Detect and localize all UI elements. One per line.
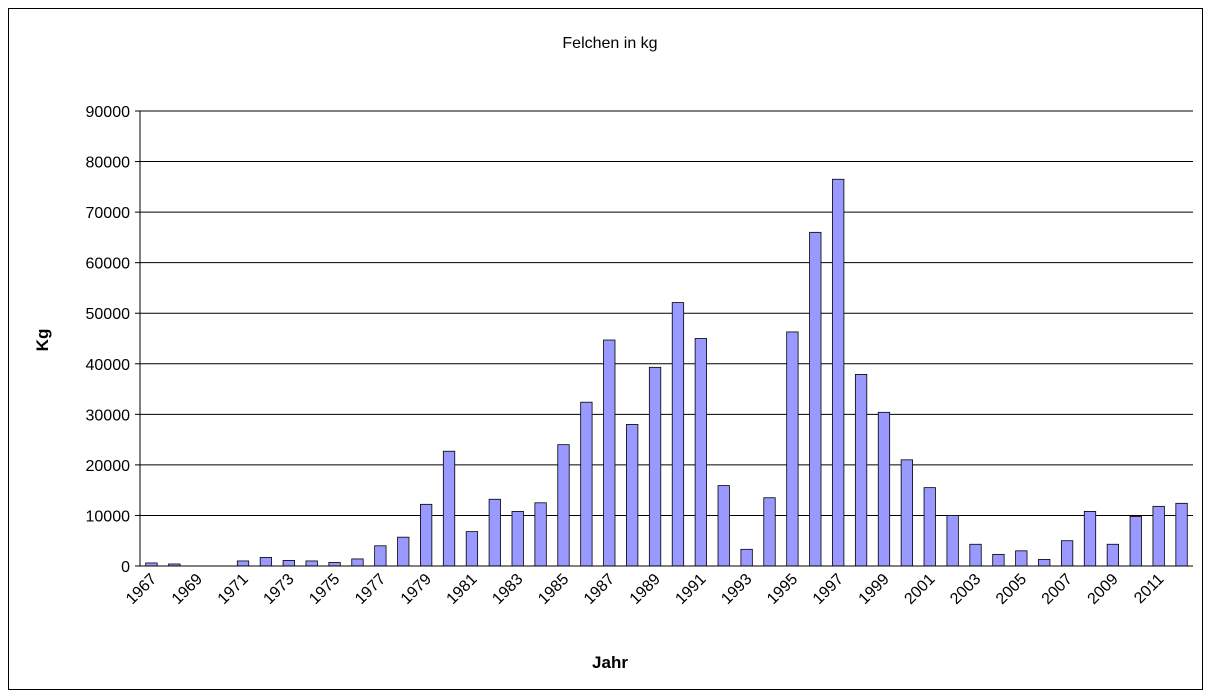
y-tick-label: 40000 <box>86 357 131 374</box>
bar <box>603 339 616 567</box>
bar <box>740 548 753 567</box>
bar <box>1175 502 1188 567</box>
bar <box>534 502 547 567</box>
bar <box>923 487 936 567</box>
y-tick-label: 0 <box>121 559 130 576</box>
bar <box>259 557 273 567</box>
bar <box>511 510 524 567</box>
bar <box>877 411 891 567</box>
bar <box>946 515 959 567</box>
bar <box>1129 516 1142 567</box>
y-tick-label: 30000 <box>86 407 131 424</box>
bar <box>992 553 1005 567</box>
bar <box>694 338 707 567</box>
bar <box>442 450 456 567</box>
x-axis-label: Jahr <box>592 653 628 672</box>
bar <box>671 302 685 567</box>
y-tick-label: 80000 <box>86 155 131 172</box>
bar <box>626 424 639 567</box>
bar <box>809 231 822 567</box>
chart-title: Felchen in kg <box>562 35 657 52</box>
bar <box>397 536 410 567</box>
y-tick-label: 60000 <box>86 256 131 273</box>
bar <box>1015 550 1028 567</box>
bar <box>1083 510 1097 567</box>
bar <box>648 366 662 567</box>
bar <box>854 373 868 567</box>
bar <box>1152 505 1165 567</box>
bar <box>420 503 433 567</box>
bar <box>557 444 570 567</box>
bar <box>374 545 387 567</box>
y-tick-label: 10000 <box>86 508 131 525</box>
bar <box>717 485 730 567</box>
bar <box>786 331 799 567</box>
bar <box>305 560 318 567</box>
bar <box>1038 559 1051 567</box>
y-axis-label: Kg <box>33 329 52 352</box>
bar <box>580 401 593 567</box>
bar <box>282 560 295 567</box>
bar <box>832 178 845 567</box>
bar <box>488 498 501 567</box>
bar <box>465 531 479 567</box>
y-tick-label: 70000 <box>86 205 131 222</box>
y-tick-label: 50000 <box>86 306 131 323</box>
y-tick-label: 90000 <box>86 104 131 121</box>
bar <box>969 543 982 567</box>
bar <box>1060 540 1074 567</box>
bar <box>900 459 913 567</box>
bar <box>236 560 250 567</box>
bar <box>351 558 364 567</box>
bar <box>1106 543 1120 567</box>
y-tick-label: 20000 <box>86 458 131 475</box>
bar <box>763 497 776 567</box>
bar <box>328 562 341 567</box>
